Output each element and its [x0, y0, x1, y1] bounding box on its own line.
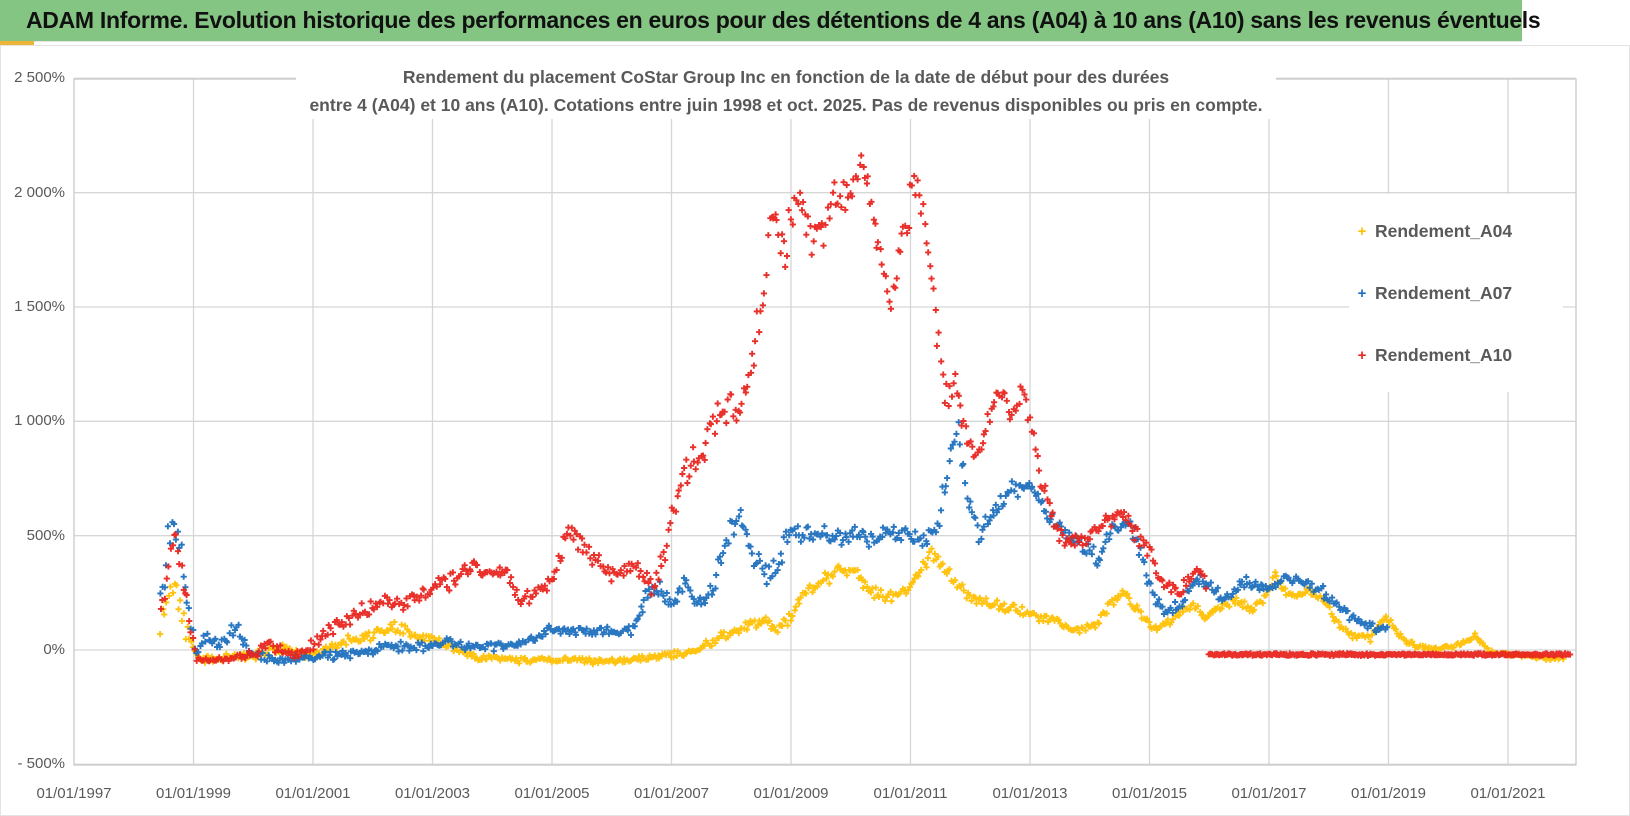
x-axis-label: 01/01/2021 [1470, 785, 1546, 802]
y-axis-label: 2 000% [14, 183, 65, 201]
y-axis-label: - 500% [17, 755, 65, 773]
plus-marker-icon: + [1357, 222, 1367, 240]
legend-item-a10[interactable]: + Rendement_A10 [1349, 324, 1563, 386]
plus-marker-icon: + [1357, 346, 1367, 364]
x-axis-label: 01/01/2007 [633, 785, 710, 802]
y-axis-label: 500% [26, 526, 65, 544]
x-axis-label: 01/01/2013 [992, 785, 1068, 802]
y-axis-label: 1 500% [14, 298, 65, 315]
legend-item-a04[interactable]: + Rendement_A04 [1349, 200, 1563, 262]
x-axis-label: 01/01/2015 [1111, 785, 1188, 802]
x-axis-label: 01/01/1999 [155, 785, 232, 802]
plus-marker-icon: + [1357, 284, 1367, 302]
x-axis-label: 01/01/2011 [873, 785, 948, 802]
legend-label: Rendement_A07 [1375, 282, 1513, 303]
series-Rendement_A10-points [157, 152, 1574, 665]
legend-label: Rendement_A04 [1375, 220, 1513, 241]
x-axis-label: 01/01/2019 [1350, 785, 1427, 802]
y-axis-label: 2 500% [14, 69, 65, 87]
chart-legend: + Rendement_A04 + Rendement_A07 + Rendem… [1349, 194, 1563, 392]
gold-accent-top-left [0, 41, 34, 46]
x-axis-label: 01/01/2003 [394, 785, 471, 802]
x-axis-label: 01/01/2001 [275, 785, 351, 802]
legend-label: Rendement_A10 [1375, 344, 1513, 365]
chart-title-line1: Rendement du placement CoStar Group Inc … [296, 63, 1276, 91]
x-axis-label: 01/01/2017 [1231, 785, 1307, 802]
y-axis-label: 1 000% [14, 412, 65, 430]
x-axis-label: 01/01/2009 [753, 785, 829, 802]
header-banner: ADAM Informe. Evolution historique des p… [0, 0, 1541, 42]
header-title: ADAM Informe. Evolution historique des p… [26, 7, 1541, 33]
plot-svg [73, 77, 1577, 766]
legend-item-a07[interactable]: + Rendement_A07 [1349, 262, 1563, 324]
x-axis-label: 01/01/2005 [514, 785, 590, 802]
x-axis-label: 01/01/1997 [36, 785, 112, 802]
chart-area: Rendement du placement CoStar Group Inc … [0, 45, 1630, 816]
y-axis-label: 0% [43, 641, 65, 658]
chart-title-line2: entre 4 (A04) et 10 ans (A10). Cotations… [296, 91, 1276, 119]
